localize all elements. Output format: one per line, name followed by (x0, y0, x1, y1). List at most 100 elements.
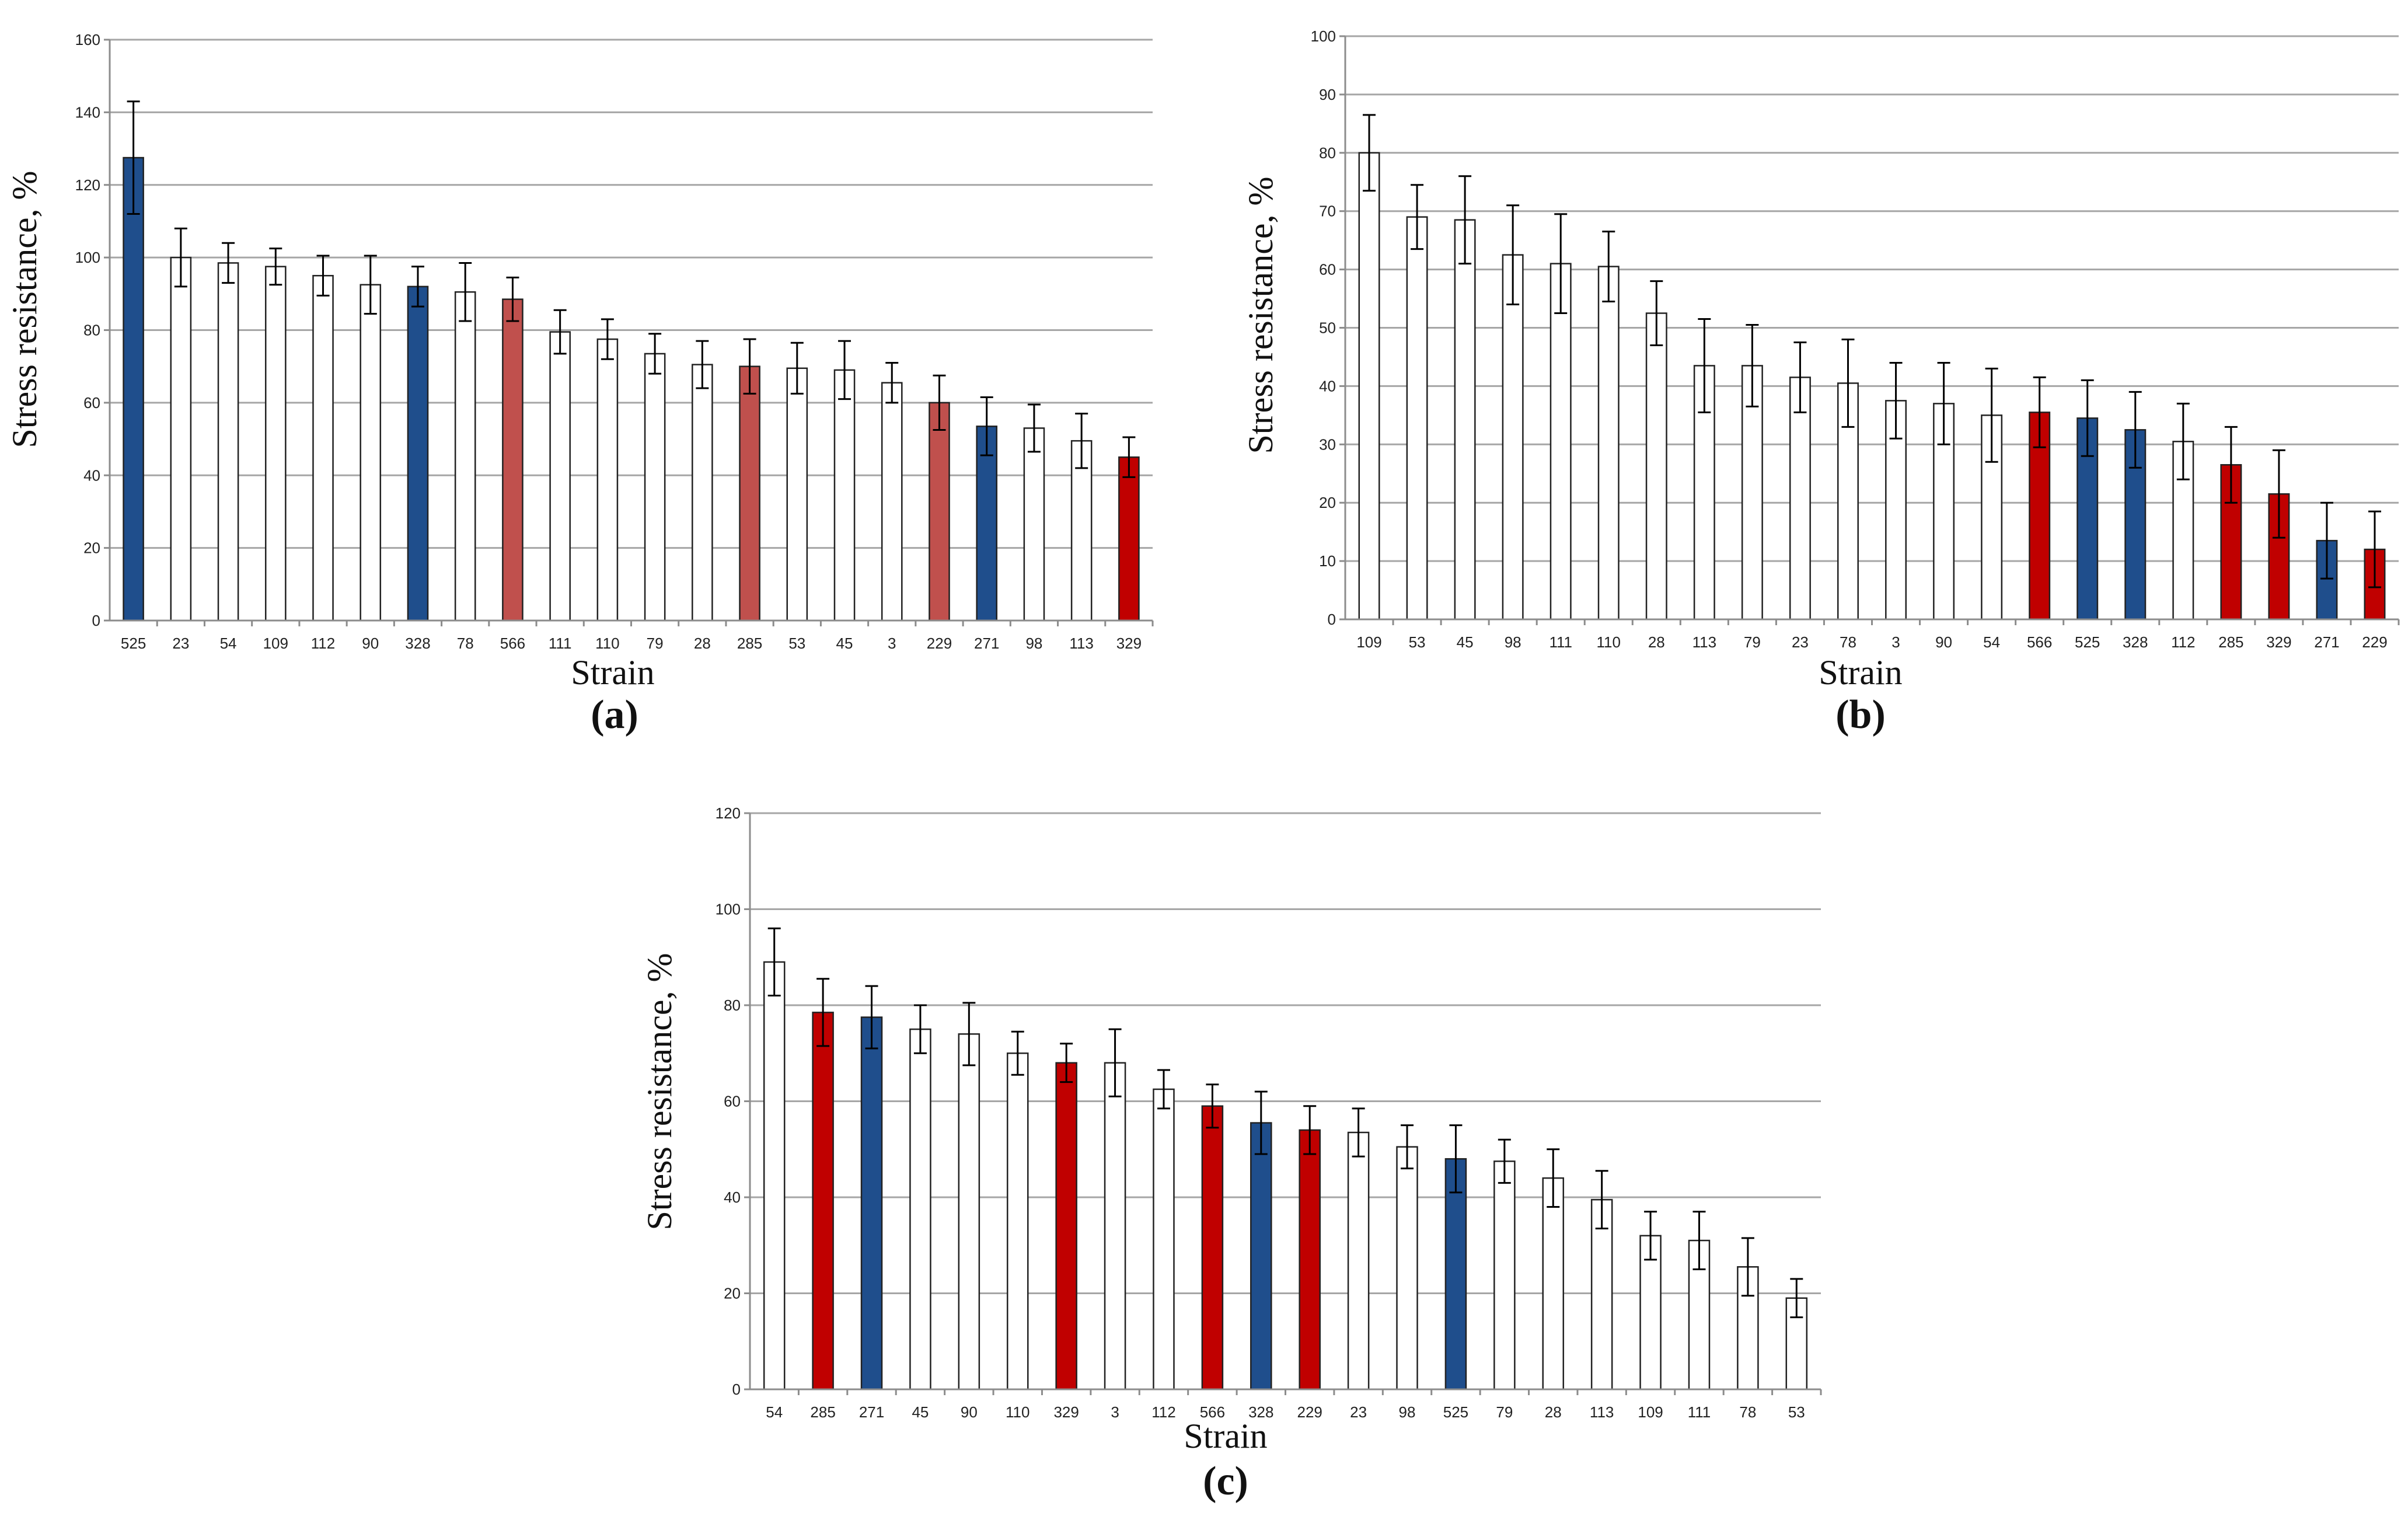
x-tick-label: 90 (961, 1403, 978, 1421)
y-tick-label: 80 (724, 996, 741, 1014)
bar (1299, 1129, 1321, 1390)
error-bar (1206, 1083, 1219, 1129)
x-tick-label: 566 (1200, 1403, 1225, 1421)
bar (1201, 1105, 1224, 1390)
y-axis-title: Stress resistance, % (1241, 177, 1280, 454)
error-bar (316, 255, 330, 297)
error-bar (816, 978, 830, 1047)
x-tick-label: 23 (172, 635, 189, 652)
bar (644, 353, 666, 622)
bar (1597, 266, 1620, 621)
error-bar (1790, 1278, 1803, 1319)
x-tick-label: 271 (859, 1403, 884, 1421)
bar (1502, 254, 1524, 621)
error-bar (1411, 184, 1424, 250)
bars (123, 100, 1140, 622)
bar (909, 1028, 931, 1390)
y-tick-label: 80 (1319, 144, 1336, 162)
bar (264, 266, 287, 622)
bar (1118, 456, 1140, 622)
x-tick-label: 45 (836, 635, 853, 652)
error-bar (1595, 1170, 1608, 1229)
error-bar (174, 227, 187, 288)
x-tick-label: 109 (1638, 1403, 1663, 1421)
x-tick-label: 111 (1549, 633, 1572, 651)
error-bar (1937, 361, 1950, 445)
error-bar (1746, 324, 1759, 407)
bar (786, 367, 808, 622)
bars (1358, 114, 2386, 621)
x-tick-label: 78 (1739, 1403, 1756, 1421)
y-tick-label: 40 (1319, 377, 1336, 395)
x-tick-label: 54 (1983, 633, 2000, 651)
y-tick-label: 40 (724, 1189, 741, 1206)
bar (1153, 1088, 1175, 1390)
error-bar (1363, 114, 1376, 192)
x-tick-label: 28 (1545, 1403, 1562, 1421)
x-tick-label: 3 (1891, 633, 1900, 651)
x-tick-label: 328 (2123, 633, 2148, 651)
error-bar (1985, 367, 1998, 463)
error-bar (269, 248, 282, 286)
x-tick-label: 79 (1744, 633, 1761, 651)
x-tick-label: 112 (311, 635, 335, 652)
bar (1406, 216, 1428, 621)
y-tick-label: 50 (1319, 319, 1336, 337)
x-tick-label: 329 (1053, 1403, 1079, 1421)
x-tick-label: 566 (500, 635, 525, 652)
x-tick-label: 271 (974, 635, 999, 652)
x-tick-label: 28 (1648, 633, 1665, 651)
y-tick-label: 90 (1319, 86, 1336, 103)
bar (502, 298, 524, 622)
x-tick-label: 111 (1688, 1403, 1711, 1421)
error-bar (1401, 1124, 1414, 1170)
bar (1454, 219, 1476, 621)
y-axis-title: Stress resistance, % (640, 953, 679, 1231)
error-bar (2224, 426, 2238, 504)
y-tick-label: 20 (724, 1285, 741, 1302)
x-tick-label: 113 (1069, 635, 1093, 652)
error-bar (933, 374, 946, 431)
x-tick-label: 53 (788, 635, 805, 652)
x-tick-label: 112 (1151, 1403, 1175, 1421)
x-tick-label: 328 (1248, 1403, 1273, 1421)
y-axis-title: Stress resistance, % (5, 171, 44, 448)
bar (170, 256, 192, 622)
error-bar (838, 340, 851, 400)
error-bar (1254, 1090, 1268, 1155)
x-tick-label: 78 (1840, 633, 1856, 651)
error-bar (411, 266, 424, 308)
error-bar (2033, 376, 2046, 448)
error-bar (1698, 318, 1711, 413)
x-tick-label: 53 (1409, 633, 1426, 651)
x-tick-label: 566 (2027, 633, 2052, 651)
error-bar (222, 242, 235, 284)
y-tick-label: 120 (716, 804, 741, 822)
error-bar (885, 361, 899, 404)
error-bar (2320, 501, 2333, 580)
bar (929, 402, 950, 622)
x-tick-label: 285 (810, 1403, 835, 1421)
y-tick-label: 100 (1311, 27, 1336, 45)
chart-panel-c: 0 20 40 60 80 100 120 54 285 271 45 90 110 329 3 112 566… (640, 804, 1822, 1504)
x-tick-label: 329 (1116, 635, 1142, 652)
x-tick-label: 109 (263, 635, 288, 652)
x-tick-label: 113 (1692, 633, 1716, 651)
bar (407, 285, 429, 622)
x-axis-title: Strain (1819, 653, 1902, 692)
error-bar (2081, 379, 2094, 457)
error-bar (1889, 361, 1903, 440)
x-tick-label: 23 (1792, 633, 1809, 651)
error-bar (743, 338, 756, 395)
panel-label: (b) (1835, 692, 1886, 737)
bar (360, 284, 382, 622)
x-tick-label: 45 (1457, 633, 1474, 651)
error-bar (1554, 213, 1568, 315)
error-bar (1644, 1211, 1657, 1261)
x-tick-label: 525 (121, 635, 146, 652)
y-tick-label: 60 (1319, 261, 1336, 278)
error-bar (459, 262, 472, 322)
error-bar (1547, 1148, 1560, 1208)
